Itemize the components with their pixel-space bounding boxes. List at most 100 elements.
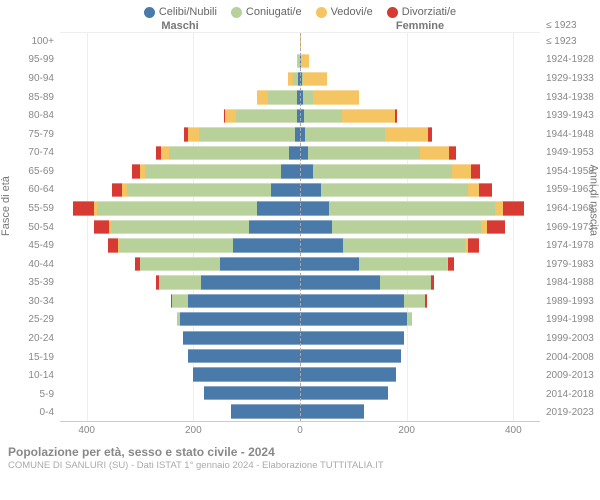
bar-segment-vedovi xyxy=(303,72,327,86)
bar-row xyxy=(300,347,540,365)
legend-swatch xyxy=(387,7,398,18)
bar-segment-coniugati xyxy=(404,294,425,308)
bar-row xyxy=(60,107,300,125)
bar-row xyxy=(60,402,300,420)
bar-row xyxy=(300,365,540,383)
bar-segment-div xyxy=(112,183,123,197)
bar-row xyxy=(300,329,540,347)
bar-row xyxy=(300,292,540,310)
bar-segment-celibi xyxy=(300,331,404,345)
legend-label: Celibi/Nubili xyxy=(159,6,217,18)
bar-segment-div xyxy=(94,220,109,234)
bar-segment-celibi xyxy=(180,312,300,326)
bar-segment-celibi xyxy=(300,220,332,234)
pyramid-chart: 100+95-9990-9485-8980-8475-7970-7465-696… xyxy=(0,32,600,422)
bar-segment-celibi xyxy=(231,404,300,418)
birth-year-label: 1994-1998 xyxy=(546,311,594,330)
age-band-label: 20-24 xyxy=(28,329,54,348)
bar-segment-vedovi xyxy=(257,90,268,104)
bar-row xyxy=(300,218,540,236)
female-bars xyxy=(300,33,540,421)
bar-segment-celibi xyxy=(300,201,329,215)
bar-segment-coniugati xyxy=(380,275,431,289)
bar-segment-vedovi xyxy=(161,146,169,160)
bar-segment-celibi xyxy=(233,238,300,252)
bar-segment-div xyxy=(503,201,524,215)
age-band-label: 85-89 xyxy=(28,88,54,107)
bar-segment-coniugati xyxy=(119,238,234,252)
age-band-label: 40-44 xyxy=(28,255,54,274)
bar-segment-celibi xyxy=(300,367,396,381)
birth-year-label: 1974-1978 xyxy=(546,236,594,255)
bar-row xyxy=(60,347,300,365)
bar-segment-celibi xyxy=(300,404,364,418)
age-band-label: 70-74 xyxy=(28,143,54,162)
bar-row xyxy=(300,144,540,162)
bar-segment-div xyxy=(468,238,479,252)
birth-year-label: ≤ 1923 xyxy=(546,32,577,51)
bar-segment-celibi xyxy=(201,275,300,289)
bar-row xyxy=(60,236,300,254)
bar-row xyxy=(300,107,540,125)
x-axis: 4002000200400 xyxy=(0,422,600,439)
bar-segment-coniugati xyxy=(159,275,202,289)
bar-row xyxy=(60,329,300,347)
legend: Celibi/NubiliConiugati/eVedovi/eDivorzia… xyxy=(0,0,600,20)
birth-year-labels: ≤ 19231924-19281929-19331934-19381939-19… xyxy=(540,32,600,422)
legend-swatch xyxy=(231,7,242,18)
bar-segment-vedovi xyxy=(495,201,503,215)
bar-row xyxy=(60,384,300,402)
age-band-label: 60-64 xyxy=(28,181,54,200)
birth-year-label: 1954-1958 xyxy=(546,162,594,181)
bar-segment-coniugati xyxy=(145,164,281,178)
bar-segment-div xyxy=(73,201,94,215)
birth-year-label: 1999-2003 xyxy=(546,329,594,348)
birth-year-label: 1934-1938 xyxy=(546,88,594,107)
legend-swatch xyxy=(144,7,155,18)
footer: Popolazione per età, sesso e stato civil… xyxy=(0,439,600,471)
x-tick-label: 200 xyxy=(398,425,415,436)
legend-item: Vedovi/e xyxy=(316,6,373,18)
bar-row xyxy=(60,162,300,180)
bar-segment-celibi xyxy=(300,257,359,271)
birth-year-label: 1989-1993 xyxy=(546,292,594,311)
bar-segment-coniugati xyxy=(172,294,188,308)
bar-row xyxy=(300,181,540,199)
bar-row xyxy=(60,292,300,310)
birth-year-label: 1984-1988 xyxy=(546,274,594,293)
bar-row xyxy=(300,236,540,254)
plot-area xyxy=(60,32,540,422)
bar-row xyxy=(60,181,300,199)
bar-row xyxy=(300,310,540,328)
bar-segment-vedovi xyxy=(420,146,449,160)
bar-segment-vedovi xyxy=(342,109,395,123)
legend-item: Divorziati/e xyxy=(387,6,456,18)
bar-segment-celibi xyxy=(300,146,308,160)
bar-row xyxy=(300,162,540,180)
bar-row xyxy=(300,125,540,143)
age-band-label: 50-54 xyxy=(28,218,54,237)
age-band-label: 15-19 xyxy=(28,348,54,367)
bar-segment-div xyxy=(479,183,492,197)
bar-row xyxy=(60,33,300,51)
bar-segment-vedovi xyxy=(301,54,309,68)
bar-segment-vedovi xyxy=(300,35,301,49)
bar-row xyxy=(60,365,300,383)
age-band-label: 35-39 xyxy=(28,274,54,293)
bar-segment-div xyxy=(449,146,455,160)
chart-subtitle: COMUNE DI SANLURI (SU) - Dati ISTAT 1° g… xyxy=(8,459,592,471)
x-tick-label: 400 xyxy=(505,425,522,436)
bar-row xyxy=(60,310,300,328)
male-bars xyxy=(60,33,300,421)
bar-segment-div xyxy=(431,275,434,289)
bar-segment-celibi xyxy=(300,275,380,289)
bar-row xyxy=(60,51,300,69)
birth-year-label: 1979-1983 xyxy=(546,255,594,274)
bar-segment-coniugati xyxy=(236,109,297,123)
bar-segment-div xyxy=(425,294,427,308)
age-band-label: 65-69 xyxy=(28,162,54,181)
bar-row xyxy=(300,384,540,402)
bar-row xyxy=(60,144,300,162)
legend-label: Divorziati/e xyxy=(402,6,456,18)
bar-segment-div xyxy=(395,109,397,123)
